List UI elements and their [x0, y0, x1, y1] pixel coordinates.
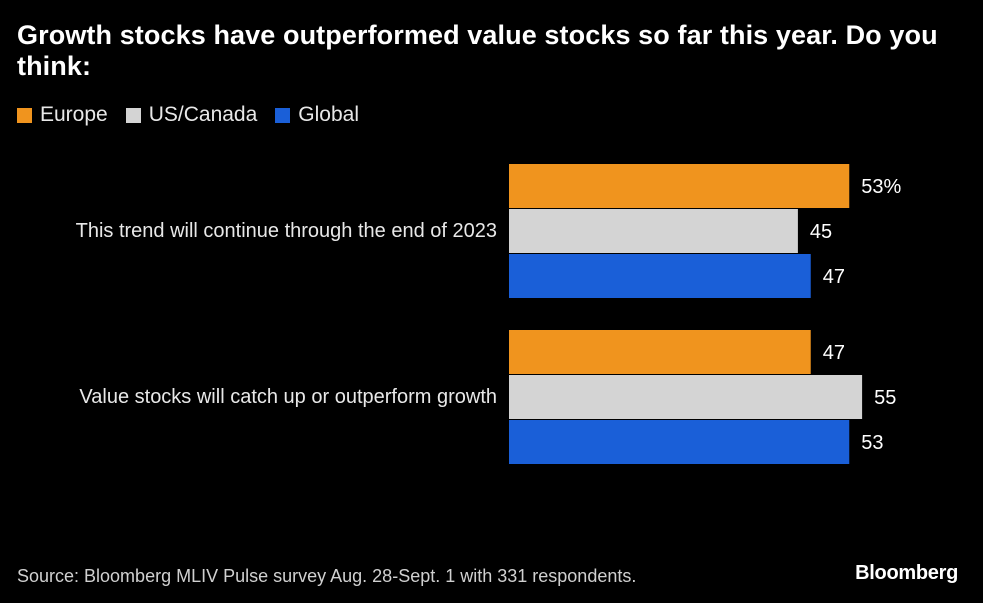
legend-label: US/Canada: [148, 103, 258, 126]
legend-swatch: [17, 107, 32, 123]
legend: Europe US/Canada Global: [17, 103, 377, 127]
chart-title: Growth stocks have outperformed value st…: [17, 20, 938, 81]
category-label: This trend will continue through the end…: [76, 220, 497, 242]
data-label: 45: [810, 221, 832, 243]
legend-item-europe: Europe: [17, 103, 108, 127]
category-label: Value stocks will catch up or outperform…: [79, 386, 497, 408]
legend-item-global: Global: [275, 103, 359, 127]
bar-us-canada: [509, 209, 798, 253]
bar-global: [509, 420, 850, 464]
data-label: 53: [861, 432, 883, 454]
bar-us-canada: [509, 375, 863, 419]
bar-europe: [509, 330, 811, 374]
source-note: Source: Bloomberg MLIV Pulse survey Aug.…: [17, 566, 637, 586]
legend-label: Global: [298, 103, 359, 126]
legend-swatch: [275, 107, 291, 123]
data-label: 47: [823, 342, 845, 364]
legend-swatch: [125, 107, 141, 123]
legend-label: Europe: [40, 103, 108, 126]
bar-europe: [509, 164, 850, 208]
data-label: 55: [874, 387, 896, 409]
data-label: 47: [823, 266, 845, 288]
legend-item-us-canada: US/Canada: [125, 103, 258, 127]
bar-global: [509, 254, 811, 298]
bloomberg-logo: Bloomberg: [855, 562, 958, 584]
bar-chart: This trend will continue through the end…: [76, 164, 902, 464]
data-label: 53%: [861, 176, 901, 198]
